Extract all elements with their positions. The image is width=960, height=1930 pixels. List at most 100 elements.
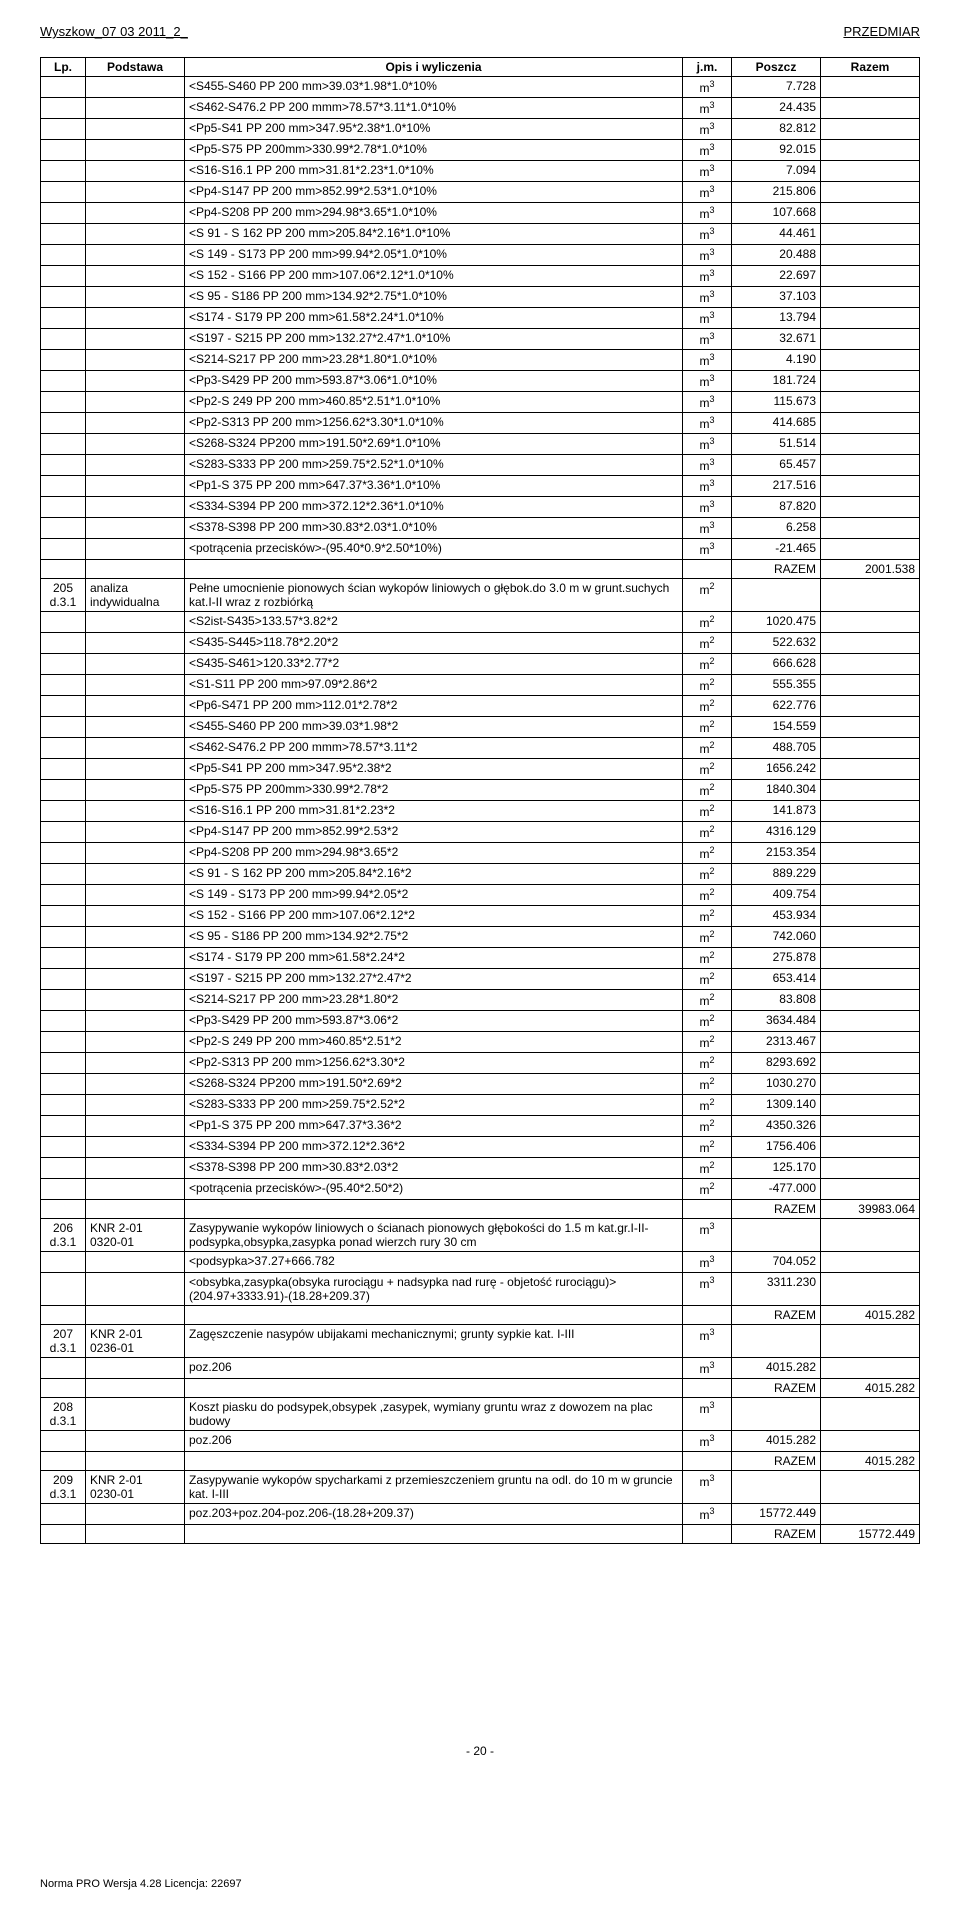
calc-jm: m2 <box>683 633 732 654</box>
calc-jm: m2 <box>683 675 732 696</box>
calc-expr: <Pp1-S 375 PP 200 mm>647.37*3.36*1.0*10% <box>185 476 683 497</box>
calc-line: <S1-S11 PP 200 mm>97.09*2.86*2m2555.355 <box>41 675 920 696</box>
calc-expr: <Pp4-S208 PP 200 mm>294.98*3.65*2 <box>185 843 683 864</box>
calc-line: <S174 - S179 PP 200 mm>61.58*2.24*2m2275… <box>41 948 920 969</box>
calc-jm: m3 <box>683 140 732 161</box>
calc-line: <Pp4-S147 PP 200 mm>852.99*2.53*2m24316.… <box>41 822 920 843</box>
calc-expr: <S16-S16.1 PP 200 mm>31.81*2.23*2 <box>185 801 683 822</box>
pos-jm: m3 <box>683 1398 732 1431</box>
calc-line: <S16-S16.1 PP 200 mm>31.81*2.23*1.0*10%m… <box>41 161 920 182</box>
calc-expr: <S283-S333 PP 200 mm>259.75*2.52*2 <box>185 1095 683 1116</box>
calc-line: <S283-S333 PP 200 mm>259.75*2.52*2m21309… <box>41 1095 920 1116</box>
calc-value: 7.094 <box>732 161 821 182</box>
position-head-row: 205d.3.1analiza indywidualnaPełne umocni… <box>41 579 920 612</box>
calc-jm: m3 <box>683 182 732 203</box>
calc-jm: m3 <box>683 1273 732 1306</box>
col-razem: Razem <box>821 58 920 77</box>
calc-expr: <S 91 - S 162 PP 200 mm>205.84*2.16*2 <box>185 864 683 885</box>
page-number: - 20 - <box>40 1744 920 1758</box>
calc-value: 24.435 <box>732 98 821 119</box>
calc-value: 8293.692 <box>732 1053 821 1074</box>
calc-value: 181.724 <box>732 371 821 392</box>
calc-expr: <Pp2-S313 PP 200 mm>1256.62*3.30*2 <box>185 1053 683 1074</box>
calc-value: 666.628 <box>732 654 821 675</box>
calc-line: <S334-S394 PP 200 mm>372.12*2.36*2m21756… <box>41 1137 920 1158</box>
calc-expr: <S 95 - S186 PP 200 mm>134.92*2.75*1.0*1… <box>185 287 683 308</box>
calc-expr: <S455-S460 PP 200 mm>39.03*1.98*1.0*10% <box>185 77 683 98</box>
calc-expr: <Pp1-S 375 PP 200 mm>647.37*3.36*2 <box>185 1116 683 1137</box>
calc-line: <Pp4-S208 PP 200 mm>294.98*3.65*2m22153.… <box>41 843 920 864</box>
calc-line: poz.206m34015.282 <box>41 1358 920 1379</box>
calc-line: <S 152 - S166 PP 200 mm>107.06*2.12*2m24… <box>41 906 920 927</box>
calc-expr: <Pp4-S147 PP 200 mm>852.99*2.53*1.0*10% <box>185 182 683 203</box>
pos-podstawa: KNR 2-010236-01 <box>86 1325 185 1358</box>
calc-line: <Pp6-S471 PP 200 mm>112.01*2.78*2m2622.7… <box>41 696 920 717</box>
calc-line: <Pp2-S 249 PP 200 mm>460.85*2.51*2m22313… <box>41 1032 920 1053</box>
calc-expr: <S 149 - S173 PP 200 mm>99.94*2.05*2 <box>185 885 683 906</box>
calc-jm: m3 <box>683 413 732 434</box>
calc-value: 107.668 <box>732 203 821 224</box>
calc-line: <Pp5-S41 PP 200 mm>347.95*2.38*2m21656.2… <box>41 759 920 780</box>
calc-line: <Pp1-S 375 PP 200 mm>647.37*3.36*2m24350… <box>41 1116 920 1137</box>
calc-value: 653.414 <box>732 969 821 990</box>
header-right: PRZEDMIAR <box>843 24 920 39</box>
calc-expr: <Pp4-S208 PP 200 mm>294.98*3.65*1.0*10% <box>185 203 683 224</box>
calc-value: 522.632 <box>732 633 821 654</box>
calc-jm: m2 <box>683 906 732 927</box>
razem-row: RAZEM4015.282 <box>41 1452 920 1471</box>
calc-jm: m3 <box>683 476 732 497</box>
calc-expr: <S16-S16.1 PP 200 mm>31.81*2.23*1.0*10% <box>185 161 683 182</box>
pos-jm: m2 <box>683 579 732 612</box>
razem-value: 4015.282 <box>821 1452 920 1471</box>
calc-expr: <S462-S476.2 PP 200 mmm>78.57*3.11*1.0*1… <box>185 98 683 119</box>
calc-value: 154.559 <box>732 717 821 738</box>
calc-expr: <Pp3-S429 PP 200 mm>593.87*3.06*2 <box>185 1011 683 1032</box>
pos-lp: 209d.3.1 <box>41 1471 86 1504</box>
calc-jm: m2 <box>683 738 732 759</box>
calc-line: <Pp5-S41 PP 200 mm>347.95*2.38*1.0*10%m3… <box>41 119 920 140</box>
calc-expr: <S462-S476.2 PP 200 mmm>78.57*3.11*2 <box>185 738 683 759</box>
calc-line: <S455-S460 PP 200 mm>39.03*1.98*2m2154.5… <box>41 717 920 738</box>
calc-jm: m3 <box>683 392 732 413</box>
calc-jm: m3 <box>683 224 732 245</box>
calc-value: 217.516 <box>732 476 821 497</box>
calc-value: 2313.467 <box>732 1032 821 1053</box>
razem-label: RAZEM <box>732 1200 821 1219</box>
calc-value: 4350.326 <box>732 1116 821 1137</box>
calc-value: 4015.282 <box>732 1358 821 1379</box>
calc-line: <obsybka,zasypka(obsyka rurociągu + nads… <box>41 1273 920 1306</box>
calc-jm: m2 <box>683 1137 732 1158</box>
calc-value: 704.052 <box>732 1252 821 1273</box>
calc-value: 414.685 <box>732 413 821 434</box>
calc-jm: m2 <box>683 1095 732 1116</box>
calc-jm: m2 <box>683 864 732 885</box>
calc-expr: <S334-S394 PP 200 mm>372.12*2.36*2 <box>185 1137 683 1158</box>
calc-line: <S268-S324 PP200 mm>191.50*2.69*1.0*10%m… <box>41 434 920 455</box>
pos-podstawa: KNR 2-010230-01 <box>86 1471 185 1504</box>
calc-jm: m2 <box>683 1074 732 1095</box>
calc-jm: m2 <box>683 780 732 801</box>
calc-value: 4.190 <box>732 350 821 371</box>
razem-value: 15772.449 <box>821 1525 920 1544</box>
calc-expr: <Pp5-S41 PP 200 mm>347.95*2.38*2 <box>185 759 683 780</box>
calc-jm: m3 <box>683 455 732 476</box>
calc-line: <S 149 - S173 PP 200 mm>99.94*2.05*1.0*1… <box>41 245 920 266</box>
calc-expr: <S334-S394 PP 200 mm>372.12*2.36*1.0*10% <box>185 497 683 518</box>
calc-line: <Pp2-S313 PP 200 mm>1256.62*3.30*1.0*10%… <box>41 413 920 434</box>
calc-expr: <S2ist-S435>133.57*3.82*2 <box>185 612 683 633</box>
position-head-row: 208d.3.1Koszt piasku do podsypek,obsypek… <box>41 1398 920 1431</box>
calc-expr: <S214-S217 PP 200 mm>23.28*1.80*2 <box>185 990 683 1011</box>
position-head-row: 209d.3.1KNR 2-010230-01Zasypywanie wykop… <box>41 1471 920 1504</box>
razem-label: RAZEM <box>732 1306 821 1325</box>
calc-value: 1756.406 <box>732 1137 821 1158</box>
calc-line: <S378-S398 PP 200 mm>30.83*2.03*2m2125.1… <box>41 1158 920 1179</box>
calc-jm: m3 <box>683 350 732 371</box>
calc-line: <S455-S460 PP 200 mm>39.03*1.98*1.0*10%m… <box>41 77 920 98</box>
calc-line: <S268-S324 PP200 mm>191.50*2.69*2m21030.… <box>41 1074 920 1095</box>
calc-expr: <obsybka,zasypka(obsyka rurociągu + nads… <box>185 1273 683 1306</box>
pos-jm: m3 <box>683 1325 732 1358</box>
calc-expr: poz.206 <box>185 1431 683 1452</box>
calc-jm: m3 <box>683 77 732 98</box>
calc-jm: m3 <box>683 329 732 350</box>
razem-label: RAZEM <box>732 1379 821 1398</box>
